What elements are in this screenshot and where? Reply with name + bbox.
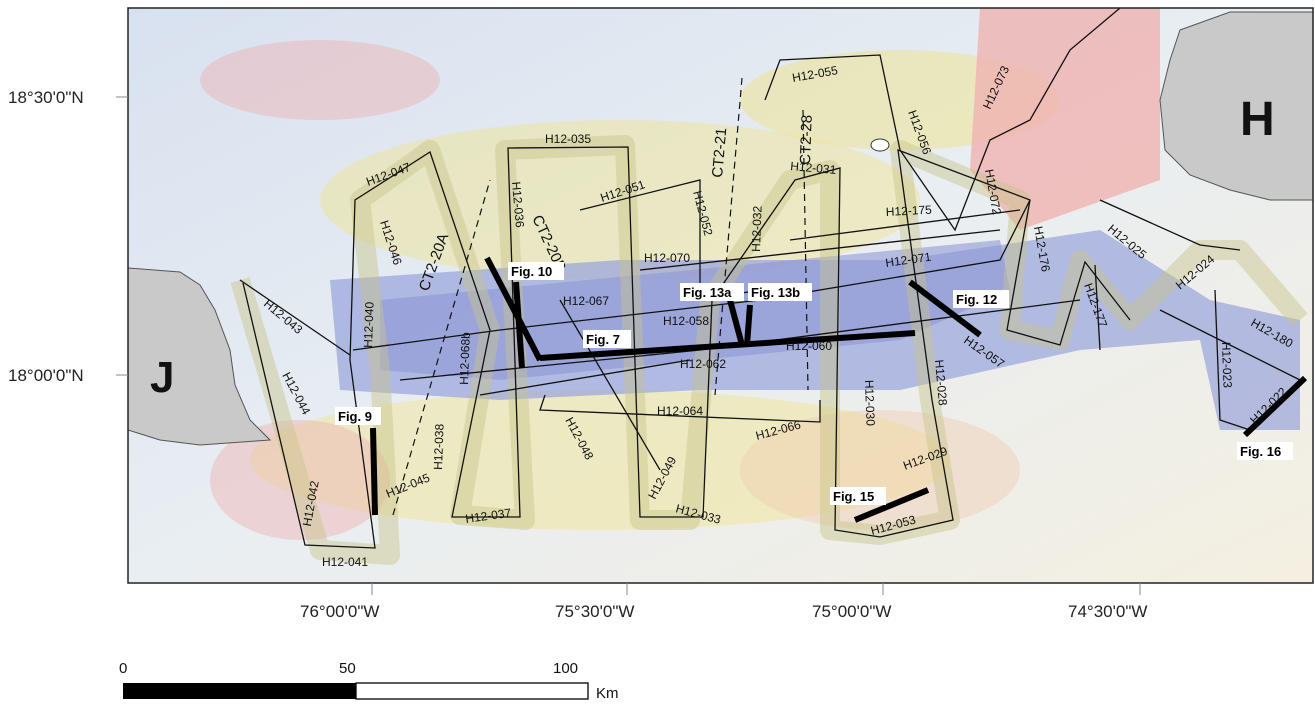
scale-unit: Km (596, 685, 619, 702)
seismic-lines (392, 77, 809, 516)
track-label: H12-062 (680, 357, 726, 371)
figure-lines (370, 256, 1308, 523)
fig-label: Fig. 10 (511, 264, 552, 279)
scale-tick: 100 (553, 660, 578, 677)
track-label: H12-060 (786, 339, 832, 353)
track-label: H12-031 (790, 159, 837, 177)
track-label: H12-058 (663, 314, 709, 328)
fig-label: Fig. 13b (751, 285, 800, 300)
fig-label: Fig. 7 (586, 332, 620, 347)
scale-bar: 0 50 100 Km (119, 660, 619, 702)
track-label: H12-036 (509, 181, 527, 228)
fig-label: Fig. 9 (338, 409, 372, 424)
track-label: H12-035 (545, 132, 591, 146)
lat-label: 18°30'0"N (8, 88, 84, 107)
lat-label: 18°00'0"N (8, 366, 84, 385)
haiti-label: H (1240, 93, 1275, 146)
track-label: H12-068b (457, 332, 473, 385)
track-label: H12-038 (431, 423, 447, 470)
lon-label: 74°30'0"W (1068, 602, 1147, 621)
graticule-ticks (116, 96, 1141, 595)
fig-label: Fig. 13a (683, 285, 732, 300)
lon-label: 75°30'0"W (555, 602, 634, 621)
track-label: H12-032 (749, 205, 765, 252)
island (870, 138, 890, 152)
track-label: H12-040 (361, 301, 377, 348)
lon-label: 76°00'0"W (300, 602, 379, 621)
track-label: H12-071 (884, 250, 932, 270)
track-label: H12-023 (1219, 342, 1235, 389)
figure-callouts: Fig. 7 Fig. 9 Fig. 10 Fig. 12 Fig. 13a F… (335, 262, 1293, 505)
track-label: H12-041 (322, 555, 368, 569)
jamaica-label: J (150, 353, 174, 402)
fig-label: Fig. 15 (833, 489, 874, 504)
jamaica-landmass: J (127, 267, 272, 446)
scale-tick: 50 (339, 660, 356, 677)
seismic-label: CT2-21 (709, 127, 730, 178)
track-label: H12-037 (464, 506, 512, 526)
track-label: H12-030 (862, 380, 878, 427)
track-label: H12-064 (657, 404, 703, 418)
scale-tick: 0 (119, 660, 127, 677)
map-frame (127, 7, 1314, 584)
track-label: H12-028 (932, 359, 950, 406)
track-label: H12-067 (563, 294, 609, 308)
fig-label: Fig. 12 (956, 292, 997, 307)
seismic-label: CT2-28 (797, 115, 816, 166)
haiti-landmass: H (1159, 11, 1314, 201)
track-label: H12-070 (644, 251, 690, 265)
lon-label: 75°00'0"W (812, 602, 891, 621)
fig-label: Fig. 16 (1240, 444, 1281, 459)
track-label: H12-175 (885, 203, 932, 219)
